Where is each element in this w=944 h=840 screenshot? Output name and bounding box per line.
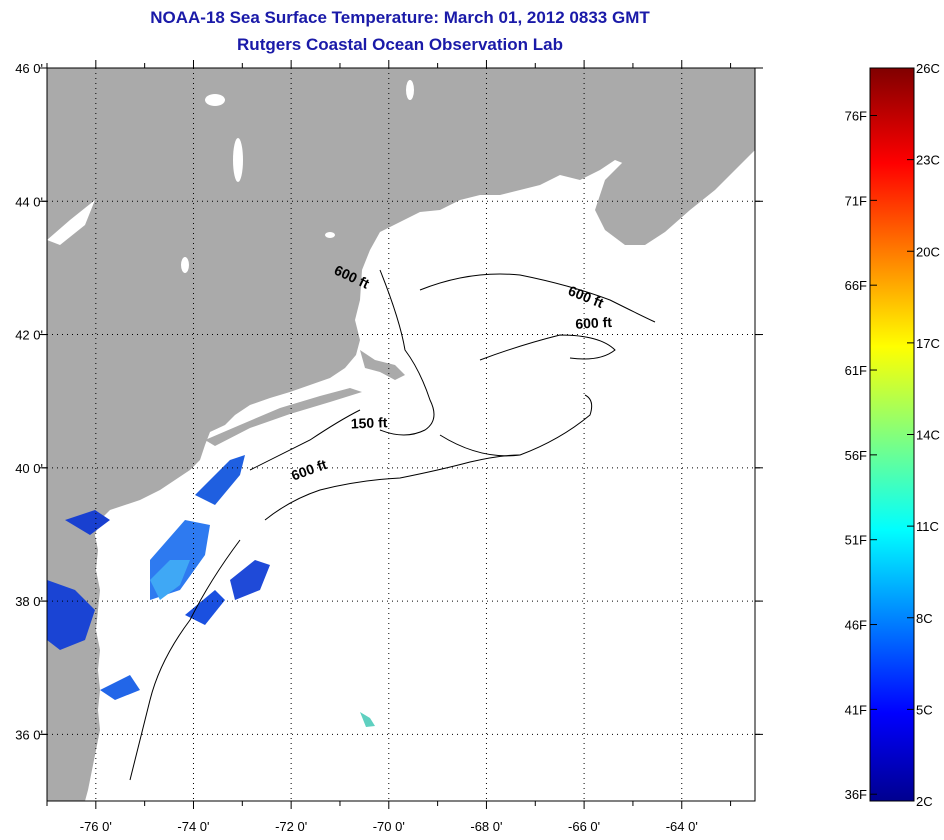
graticule bbox=[47, 67, 755, 801]
fahrenheit-tick-label: 56F bbox=[845, 448, 867, 463]
contour-label: 150 ft bbox=[351, 414, 388, 431]
celsius-tick-label: 20C bbox=[916, 244, 940, 259]
celsius-tick-label: 17C bbox=[916, 336, 940, 351]
lat-tick-label: 36 0' bbox=[15, 727, 43, 742]
sst-data-patches bbox=[47, 455, 375, 727]
lon-tick-label: -76 0' bbox=[80, 819, 112, 834]
fahrenheit-tick-label: 71F bbox=[845, 193, 867, 208]
bathymetry-contours bbox=[129, 269, 656, 781]
map-title: NOAA-18 Sea Surface Temperature: March 0… bbox=[150, 8, 650, 27]
lon-tick-label: -70 0' bbox=[373, 819, 405, 834]
lat-tick-label: 44 0' bbox=[15, 194, 43, 209]
fahrenheit-tick-label: 61F bbox=[845, 363, 867, 378]
colorbar bbox=[869, 67, 915, 802]
map-axes: 46 0' 44 0' 42 0' 40 0' 38 0' 36 0' -76 0' -74 … bbox=[15, 60, 763, 834]
fahrenheit-tick-label: 51F bbox=[845, 533, 867, 548]
fahrenheit-tick-label: 46F bbox=[845, 618, 867, 633]
lon-tick-label: -64 0' bbox=[666, 819, 698, 834]
celsius-tick-label: 23C bbox=[916, 153, 940, 168]
land-nova-scotia bbox=[595, 108, 755, 245]
celsius-tick-label: 8C bbox=[916, 611, 933, 626]
fahrenheit-tick-label: 41F bbox=[845, 702, 867, 717]
fahrenheit-tick-label: 76F bbox=[845, 109, 867, 124]
map-subtitle: Rutgers Coastal Ocean Observation Lab bbox=[237, 35, 563, 54]
lon-tick-label: -74 0' bbox=[177, 819, 209, 834]
celsius-tick-label: 14C bbox=[916, 428, 940, 443]
fahrenheit-tick-label: 36F bbox=[845, 787, 867, 802]
lon-tick-label: -66 0' bbox=[568, 819, 600, 834]
land-mainland bbox=[47, 68, 755, 801]
celsius-tick-label: 2C bbox=[916, 794, 933, 809]
lat-tick-label: 46 0' bbox=[15, 61, 43, 76]
inland-lakes bbox=[47, 80, 414, 273]
lat-tick-label: 40 0' bbox=[15, 461, 43, 476]
land-cape-cod bbox=[360, 350, 405, 380]
contour-label: 600 ft bbox=[575, 314, 613, 332]
colorbar-scale: 26C 23C 20C 17C 14C 11C 8C 5C 2C 76F 71F 66F 61F 56F 5… bbox=[845, 61, 940, 809]
lon-tick-label: -72 0' bbox=[275, 819, 307, 834]
fahrenheit-tick-label: 66F bbox=[845, 278, 867, 293]
celsius-tick-label: 5C bbox=[916, 702, 933, 717]
lon-tick-label: -68 0' bbox=[470, 819, 502, 834]
map-frame bbox=[46, 67, 756, 802]
lat-tick-label: 38 0' bbox=[15, 594, 43, 609]
celsius-tick-label: 26C bbox=[916, 61, 940, 76]
celsius-tick-label: 11C bbox=[916, 519, 939, 534]
lat-tick-label: 42 0' bbox=[15, 328, 43, 343]
land-long-island bbox=[205, 388, 362, 446]
